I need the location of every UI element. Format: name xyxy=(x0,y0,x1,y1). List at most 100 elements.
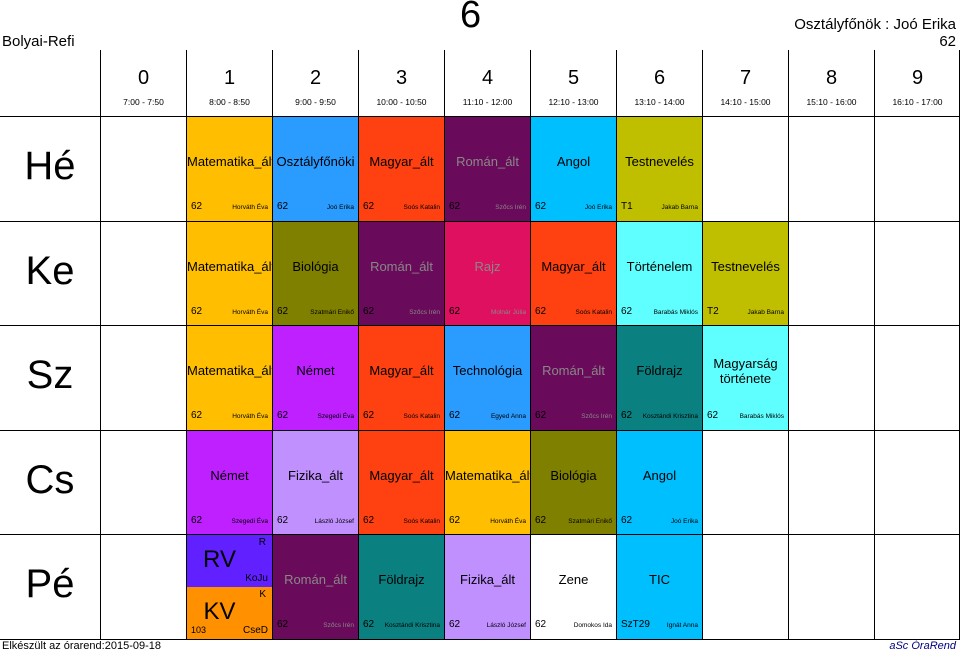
lesson-room: 103 xyxy=(191,625,207,636)
lesson-subject: Magyarság története xyxy=(713,356,778,387)
lesson-cell[interactable]: Magyar_ált 62 Soós Katalin xyxy=(359,326,444,430)
column-divider xyxy=(530,50,531,640)
lesson-room: 62 xyxy=(449,514,461,526)
row-divider xyxy=(0,325,960,327)
lesson-subject: Angol xyxy=(642,467,677,483)
lesson-cell[interactable]: Magyarság története 62 Barabás Miklós xyxy=(703,326,788,430)
timetable-grid: 0 7:00 - 7:50 1 8:00 - 8:50 2 9:00 - 9:50 3 10:… xyxy=(0,50,960,640)
lesson-teacher: Domokos Ida xyxy=(573,622,612,630)
lesson-cell-group-r[interactable]: RV R KoJu xyxy=(187,535,272,588)
lesson-subject: Történelem xyxy=(626,258,693,274)
period-time: 7:00 - 7:50 xyxy=(123,97,164,107)
lesson-cell[interactable]: Román_ált 62 Szőcs Irén xyxy=(273,535,358,639)
lesson-subject: Rajz xyxy=(474,258,501,274)
lesson-cell[interactable]: Magyar_ált 62 Soós Katalin xyxy=(359,117,444,221)
period-number: 0 xyxy=(137,67,150,89)
period-time: 14:10 - 15:00 xyxy=(720,97,771,107)
lesson-subject: Román_ált xyxy=(284,572,347,588)
period-header: 5 12:10 - 13:00 xyxy=(530,50,616,116)
period-number: 8 xyxy=(825,67,838,89)
column-divider xyxy=(616,50,617,640)
lesson-teacher: Kosztándi Krisztina xyxy=(384,622,440,630)
lesson-room: 62 xyxy=(621,305,633,317)
lesson-cell[interactable]: TIC SzT29 Ignát Anna xyxy=(617,535,702,639)
lesson-cell[interactable]: Magyar_ált 62 Soós Katalin xyxy=(359,430,444,535)
lesson-cell[interactable]: Angol 62 Joó Erika xyxy=(617,430,702,535)
lesson-teacher: Szatmári Enikő xyxy=(568,517,612,525)
lesson-cell[interactable]: Történelem 62 Barabás Miklós xyxy=(617,221,702,326)
period-header: 8 15:10 - 16:00 xyxy=(788,50,874,116)
lesson-teacher: Joó Erika xyxy=(670,517,698,525)
lesson-cell[interactable]: Fizika_ált 62 László József xyxy=(273,430,358,535)
lesson-cell[interactable]: Matematika_ált 62 Horváth Éva xyxy=(187,117,272,221)
lesson-room: 62 xyxy=(277,305,289,317)
lesson-subject: Matematika_ált xyxy=(445,467,530,483)
lesson-cell[interactable]: Román_ált 62 Szőcs Irén xyxy=(531,326,616,430)
lesson-group: K xyxy=(259,589,266,601)
row-divider xyxy=(0,534,960,536)
lesson-cell[interactable]: Földrajz 62 Kosztándi Krisztina xyxy=(359,535,444,639)
lesson-teacher: Soós Katalin xyxy=(403,204,441,211)
row-divider xyxy=(0,429,960,431)
period-number: 4 xyxy=(481,67,494,89)
lesson-room: T1 xyxy=(621,201,633,212)
lesson-cell[interactable]: Technológia 62 Egyed Anna xyxy=(445,326,530,430)
period-header: 9 16:10 - 17:00 xyxy=(874,50,960,116)
lesson-cell[interactable]: Magyar_ált 62 Soós Katalin xyxy=(531,221,616,326)
lesson-cell[interactable]: Matematika_ált 62 Horváth Éva xyxy=(187,221,272,326)
period-header: 4 11:10 - 12:00 xyxy=(444,50,530,116)
lesson-subject: Matematika_ált xyxy=(187,363,272,379)
lesson-room: 62 xyxy=(363,410,375,422)
lesson-cell[interactable]: Román_ált 62 Szőcs Irén xyxy=(359,221,444,326)
column-divider xyxy=(272,50,273,640)
lesson-cell[interactable]: Zene 62 Domokos Ida xyxy=(531,535,616,639)
lesson-room: 62 xyxy=(277,410,289,422)
lesson-cell[interactable]: Matematika_ált 62 Horváth Éva xyxy=(187,326,272,430)
lesson-teacher: Soós Katalin xyxy=(403,517,441,525)
lesson-room: 62 xyxy=(535,514,547,526)
lesson-teacher: Horváth Éva xyxy=(232,308,268,316)
lesson-teacher: Szőcs Irén xyxy=(495,204,526,211)
lesson-cell[interactable]: Osztályfőnöki 62 Joó Erika xyxy=(273,117,358,221)
period-time: 13:10 - 14:00 xyxy=(634,97,685,107)
lesson-cell[interactable]: Testnevelés T1 Jakab Barna xyxy=(617,117,702,221)
lesson-cell[interactable]: Rajz 62 Molnár Júlia xyxy=(445,221,530,326)
day-label: Pé xyxy=(25,562,75,607)
lesson-cell[interactable]: Biológia 62 Szatmári Enikő xyxy=(273,221,358,326)
period-number: 3 xyxy=(395,67,408,89)
lesson-teacher: Horváth Éva xyxy=(232,204,268,211)
school-name: Bolyai-Refi xyxy=(2,33,75,50)
column-divider xyxy=(788,50,789,640)
lesson-cell[interactable]: Fizika_ált 62 László József xyxy=(445,535,530,639)
lesson-room: SzT29 xyxy=(621,619,650,631)
lesson-teacher: Joó Erika xyxy=(584,204,612,211)
lesson-room: 62 xyxy=(535,305,547,317)
period-header: 0 7:00 - 7:50 xyxy=(100,50,186,116)
lesson-room: 62 xyxy=(449,410,461,422)
lesson-room: 62 xyxy=(363,514,375,526)
lesson-teacher: Jakab Barna xyxy=(661,204,699,211)
lesson-teacher: Szőcs Irén xyxy=(323,622,354,630)
lesson-teacher: Horváth Éva xyxy=(490,517,526,525)
lesson-teacher: László József xyxy=(314,517,354,525)
lesson-cell[interactable]: Biológia 62 Szatmári Enikő xyxy=(531,430,616,535)
lesson-teacher: Barabás Miklós xyxy=(653,308,698,316)
lesson-cell[interactable]: Román_ált 62 Szőcs Irén xyxy=(445,117,530,221)
lesson-cell[interactable]: Angol 62 Joó Erika xyxy=(531,117,616,221)
day-label: Cs xyxy=(25,457,75,502)
lesson-cell[interactable]: Matematika_ált 62 Horváth Éva xyxy=(445,430,530,535)
column-divider xyxy=(874,50,875,640)
lesson-room: 62 xyxy=(535,619,547,631)
lesson-teacher: Molnár Júlia xyxy=(490,308,526,316)
lesson-cell[interactable]: Német 62 Szegedi Éva xyxy=(273,326,358,430)
lesson-cell[interactable]: Testnevelés T2 Jakab Barna xyxy=(703,221,788,326)
lesson-room: 62 xyxy=(191,201,203,212)
lesson-cell[interactable]: Földrajz 62 Kosztándi Krisztina xyxy=(617,326,702,430)
lesson-subject: Román_ált xyxy=(370,258,433,274)
lesson-room: 62 xyxy=(191,514,203,526)
lesson-room: 62 xyxy=(191,305,203,317)
lesson-room: 62 xyxy=(535,410,547,422)
lesson-cell[interactable]: Német 62 Szegedi Éva xyxy=(187,430,272,535)
lesson-cell-group-k[interactable]: KV K 103 CseD xyxy=(187,587,272,639)
lesson-subject: Biológia xyxy=(550,467,597,483)
